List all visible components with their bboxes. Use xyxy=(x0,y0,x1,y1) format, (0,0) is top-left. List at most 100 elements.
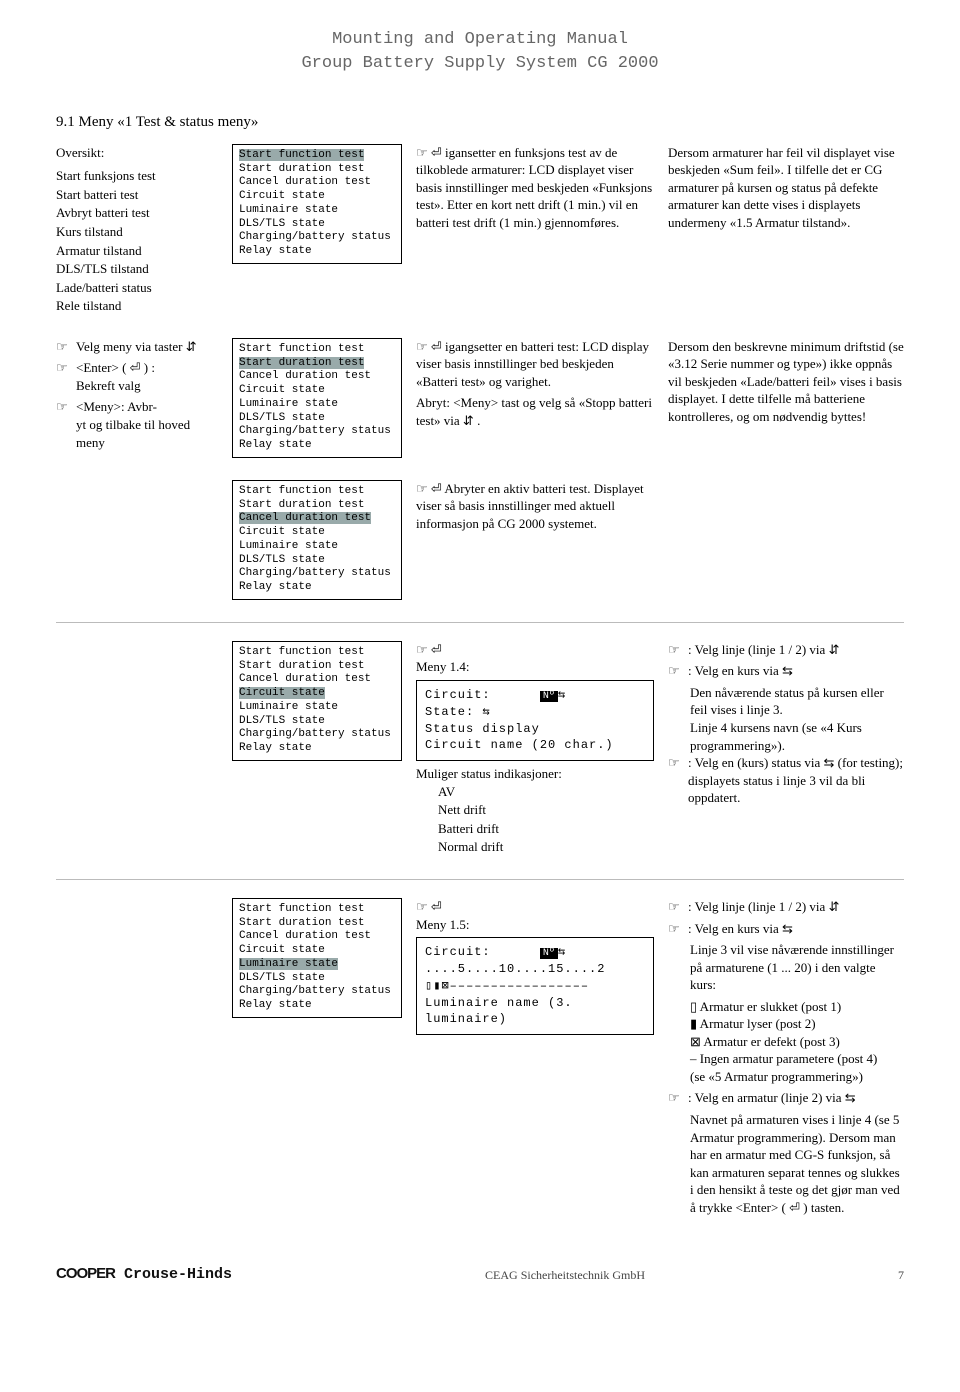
menu-line: Charging/battery status xyxy=(239,231,395,245)
nav-hint-2b: Bekreft valg xyxy=(76,378,141,393)
menu-line: Luminaire state xyxy=(239,701,395,715)
r4-status-list: AVNett driftBatteri driftNormal drift xyxy=(438,783,654,856)
lcd14-l3: Status display xyxy=(425,721,645,738)
header-line1: Mounting and Operating Manual xyxy=(56,28,904,52)
overview-item: Rele tilstand xyxy=(56,297,218,315)
meny-1-5: Meny 1.5: xyxy=(416,917,469,932)
descr-5: ☞ ⏎Meny 1.5: Circuit: Nº⇆ ....5....10...… xyxy=(416,898,654,1216)
r5-4: : Velg en armatur (linje 2) via ⇆ xyxy=(688,1089,856,1107)
nav-hints: ☞Velg meny via taster ⇵ ☞<Enter> ( ⏎ ) :… xyxy=(56,338,218,458)
menubox-3: Start function testStart duration testCa… xyxy=(232,480,402,600)
r5-3: Linje 3 vil vise nåværende innstillinger… xyxy=(690,941,904,994)
menu-line: Start duration test xyxy=(239,499,395,513)
menu-line: Relay state xyxy=(239,742,395,756)
separator-2 xyxy=(56,879,904,880)
menu-line: Circuit state xyxy=(239,687,395,701)
footer-company: CEAG Sicherheitstechnik GmbH xyxy=(485,1267,645,1283)
overview-item: Kurs tilstand xyxy=(56,223,218,241)
menu-line: Circuit state xyxy=(239,526,395,540)
nav-hint-2a: <Enter> ( ⏎ ) : xyxy=(76,360,155,375)
row-start-duration: ☞Velg meny via taster ⇵ ☞<Enter> ( ⏎ ) :… xyxy=(56,338,904,458)
lcd14-no: Nº xyxy=(540,691,558,702)
menu-line: Start function test xyxy=(239,343,395,357)
menu-line: Cancel duration test xyxy=(239,512,395,526)
menu-line: Relay state xyxy=(239,999,395,1013)
menu-line: Charging/battery status xyxy=(239,985,395,999)
descr-3-text: Abryter en aktiv batteri test. Displayet… xyxy=(416,481,644,531)
status-item: AV xyxy=(438,783,654,801)
descr-1-text: igansetter en funksjons test av de tilko… xyxy=(416,145,652,230)
menu-line: Circuit state xyxy=(239,944,395,958)
menu-line: Start duration test xyxy=(239,357,395,371)
r5-li: ▯ Armatur er slukket (post 1)▮ Armatur l… xyxy=(690,998,904,1086)
lcd14-l4: Circuit name (20 char.) xyxy=(425,737,645,754)
legend-item: ⊠ Armatur er defekt (post 3) xyxy=(690,1033,904,1051)
menubox-5: Start function testStart duration testCa… xyxy=(232,898,402,1216)
menu-line: Luminaire state xyxy=(239,398,395,412)
legend-item: – Ingen armatur parametere (post 4) xyxy=(690,1050,904,1068)
menu-line: DLS/TLS state xyxy=(239,218,395,232)
r5-2: : Velg en kurs via ⇆ xyxy=(688,920,793,938)
lcd-1-4: Circuit: Nº⇆ State: ⇆ Status display Cir… xyxy=(416,680,654,761)
nav-hint-3a: <Meny>: Avbr- xyxy=(76,399,157,414)
menu-line: Charging/battery status xyxy=(239,425,395,439)
descr-4: ☞ ⏎Meny 1.4: Circuit: Nº⇆ State: ⇆ Statu… xyxy=(416,641,654,857)
descr-2b-text: Abryt: <Meny> tast og velg så «Stopp bat… xyxy=(416,394,654,429)
lcd14-l2: State: ⇆ xyxy=(425,704,645,721)
menu-line: Start function test xyxy=(239,485,395,499)
overview-item: DLS/TLS tilstand xyxy=(56,260,218,278)
right-1: Dersom armaturer har feil vil displayet … xyxy=(668,144,904,316)
overview-item: Start funksjons test xyxy=(56,167,218,185)
menu-line: Charging/battery status xyxy=(239,728,395,742)
menu-line: Cancel duration test xyxy=(239,673,395,687)
menu-line: Cancel duration test xyxy=(239,370,395,384)
menu-line: DLS/TLS state xyxy=(239,412,395,426)
menu-line: Start duration test xyxy=(239,917,395,931)
menu-line: Start duration test xyxy=(239,660,395,674)
r5-1: : Velg linje (linje 1 / 2) via ⇵ xyxy=(688,898,839,916)
descr-2a-text: igangsetter en batteri test: LCD display… xyxy=(416,339,649,389)
menu-line: Relay state xyxy=(239,439,395,453)
menu-line: Circuit state xyxy=(239,190,395,204)
menu-line: Relay state xyxy=(239,581,395,595)
menu-line: Start function test xyxy=(239,903,395,917)
menu-line: Start duration test xyxy=(239,163,395,177)
right-4: ☞: Velg linje (linje 1 / 2) via ⇵ ☞: Vel… xyxy=(668,641,904,857)
menu-line: DLS/TLS state xyxy=(239,554,395,568)
legend-item: ▯ Armatur er slukket (post 1) xyxy=(690,998,904,1016)
separator-1 xyxy=(56,622,904,623)
lcd15-l1a: Circuit: xyxy=(425,945,491,959)
nav-hint-1: Velg meny via taster ⇵ xyxy=(76,338,197,356)
menubox-1: Start function testStart duration testCa… xyxy=(232,144,402,316)
meny-1-4: Meny 1.4: xyxy=(416,659,469,674)
header-line2: Group Battery Supply System CG 2000 xyxy=(56,52,904,76)
overview-list: Start funksjons testStart batteri testAv… xyxy=(56,167,218,314)
menu-line: DLS/TLS state xyxy=(239,715,395,729)
status-item: Batteri drift xyxy=(438,820,654,838)
r4-1: : Velg linje (linje 1 / 2) via ⇵ xyxy=(688,641,839,659)
r4-4: Linje 4 kursens navn (se «4 Kurs program… xyxy=(690,719,904,754)
row-start-function: Oversikt: Start funksjons testStart batt… xyxy=(56,144,904,316)
r4-status-title: Muliger status indikasjoner: xyxy=(416,765,654,783)
menu-line: Start function test xyxy=(239,646,395,660)
descr-2: ☞ ⏎ igangsetter en batteri test: LCD dis… xyxy=(416,338,654,458)
descr-1: ☞ ⏎ igansetter en funksjons test av de t… xyxy=(416,144,654,316)
r5-5: Navnet på armaturen vises i linje 4 (se … xyxy=(690,1111,904,1216)
menubox-4: Start function testStart duration testCa… xyxy=(232,641,402,857)
lcd15-l2: ....5....10....15....2 xyxy=(425,961,645,978)
status-item: Nett drift xyxy=(438,801,654,819)
right-2: Dersom den beskrevne minimum driftstid (… xyxy=(668,338,904,458)
lcd-1-5: Circuit: Nº⇆ ....5....10....15....2 ▯▮⊠–… xyxy=(416,937,654,1035)
lcd15-l4: Luminaire name (3. luminaire) xyxy=(425,995,645,1029)
menu-line: Luminaire state xyxy=(239,958,395,972)
footer-page: 7 xyxy=(898,1267,904,1283)
overview-item: Avbryt batteri test xyxy=(56,204,218,222)
overview-item: Start batteri test xyxy=(56,186,218,204)
menu-line: Luminaire state xyxy=(239,204,395,218)
menubox-2: Start function testStart duration testCa… xyxy=(232,338,402,458)
nav-hint-3b: yt og tilbake til hoved meny xyxy=(76,417,190,450)
overview-column: Oversikt: Start funksjons testStart batt… xyxy=(56,144,218,316)
legend-item: (se «5 Armatur programmering») xyxy=(690,1068,904,1086)
lcd14-l1a: Circuit: xyxy=(425,688,491,702)
page-footer: COOPER Crouse-Hinds CEAG Sicherheitstech… xyxy=(56,1264,904,1285)
